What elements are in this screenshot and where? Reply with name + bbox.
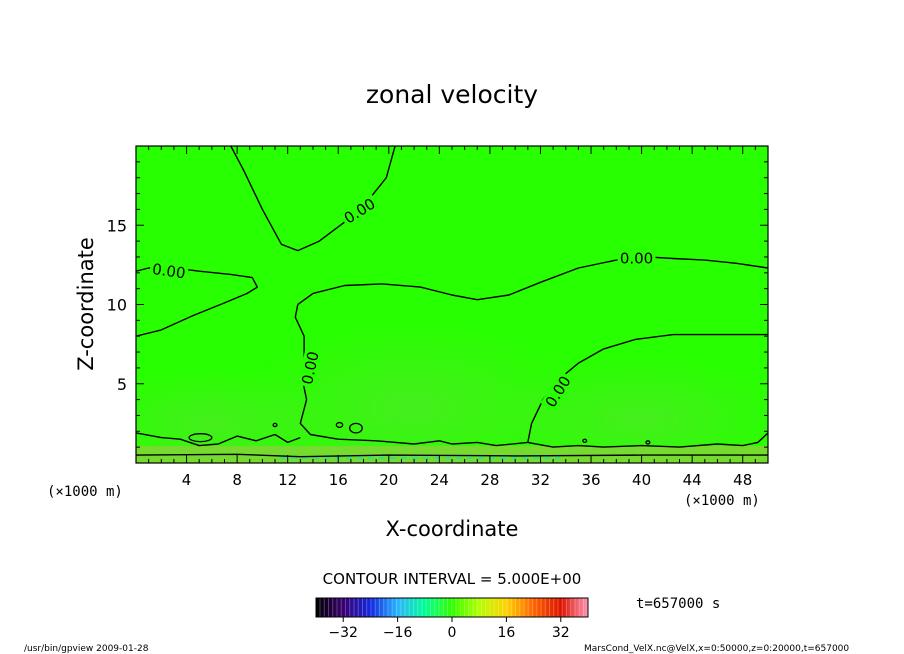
x-tick-label: 24 xyxy=(430,471,449,489)
x-tick-label: 28 xyxy=(480,471,499,489)
footer-left: /usr/bin/gpview 2009-01-28 xyxy=(24,644,149,654)
colorbar: −32 −16 0 16 32 xyxy=(315,597,589,641)
contour-label: 0.00 xyxy=(151,260,187,282)
y-tick-label: 5 xyxy=(117,375,127,394)
y-axis-label: Z-coordinate xyxy=(74,237,98,371)
contour-loop xyxy=(645,440,651,445)
y-tick-label: 15 xyxy=(107,216,127,235)
lower-shading xyxy=(136,367,339,463)
x-tick-label: 40 xyxy=(632,471,651,489)
colorbar-gradient xyxy=(316,598,588,617)
contour-loop xyxy=(188,433,213,443)
contour-loop xyxy=(272,422,278,428)
contour-line-upper-left-dome xyxy=(230,146,396,252)
x-tick-label: 44 xyxy=(683,471,702,489)
x-tick-label: 12 xyxy=(278,471,297,489)
contour-label-bg xyxy=(617,249,656,267)
x-axis-label: X-coordinate xyxy=(386,517,519,541)
x-tick-label: 32 xyxy=(531,471,550,489)
contour-label-bg xyxy=(148,259,189,282)
colorbar-tick-label: 32 xyxy=(552,625,570,641)
colorbar-tick-label: −32 xyxy=(328,625,358,641)
colorbar-tick-label: 16 xyxy=(497,625,515,641)
footer-right: MarsCond_VelX.nc@VelX,x=0:50000,z=0:2000… xyxy=(584,644,849,654)
x-unit-label: (×1000 m) xyxy=(684,493,760,509)
contour-line-central-left-edge xyxy=(294,304,528,447)
contour-label-bg xyxy=(338,193,381,228)
contour-line-right-curve xyxy=(527,333,768,443)
contour-loop xyxy=(582,438,588,444)
y-tick-label: 10 xyxy=(107,296,127,315)
chart-title: zonal velocity xyxy=(366,80,538,109)
contour-line-left-surface xyxy=(136,432,301,447)
x-tick-label: 4 xyxy=(182,471,192,489)
contour-label: 0.00 xyxy=(620,250,653,268)
x-tick-label: 8 xyxy=(232,471,242,489)
colorbar-tick-label: −16 xyxy=(383,625,413,641)
contour-loop xyxy=(335,421,344,428)
x-tick-label: 16 xyxy=(329,471,348,489)
x-tick-label: 36 xyxy=(581,471,600,489)
contour-line-right-surface xyxy=(527,432,768,448)
colorbar-tick-label: 0 xyxy=(448,625,457,641)
plot-area xyxy=(136,146,768,463)
x-tick-label: 20 xyxy=(379,471,398,489)
contour-interval-text: CONTOUR INTERVAL = 5.000E+00 xyxy=(323,570,582,588)
contour-line-central-lobe xyxy=(297,256,768,306)
y-unit-label: (×1000 m) xyxy=(47,484,123,500)
contour-label-bg xyxy=(540,370,576,413)
x-tick-label: 48 xyxy=(733,471,752,489)
contour-loop xyxy=(348,422,363,434)
time-label: t=657000 s xyxy=(636,596,720,612)
contour-label-bg xyxy=(297,347,323,389)
